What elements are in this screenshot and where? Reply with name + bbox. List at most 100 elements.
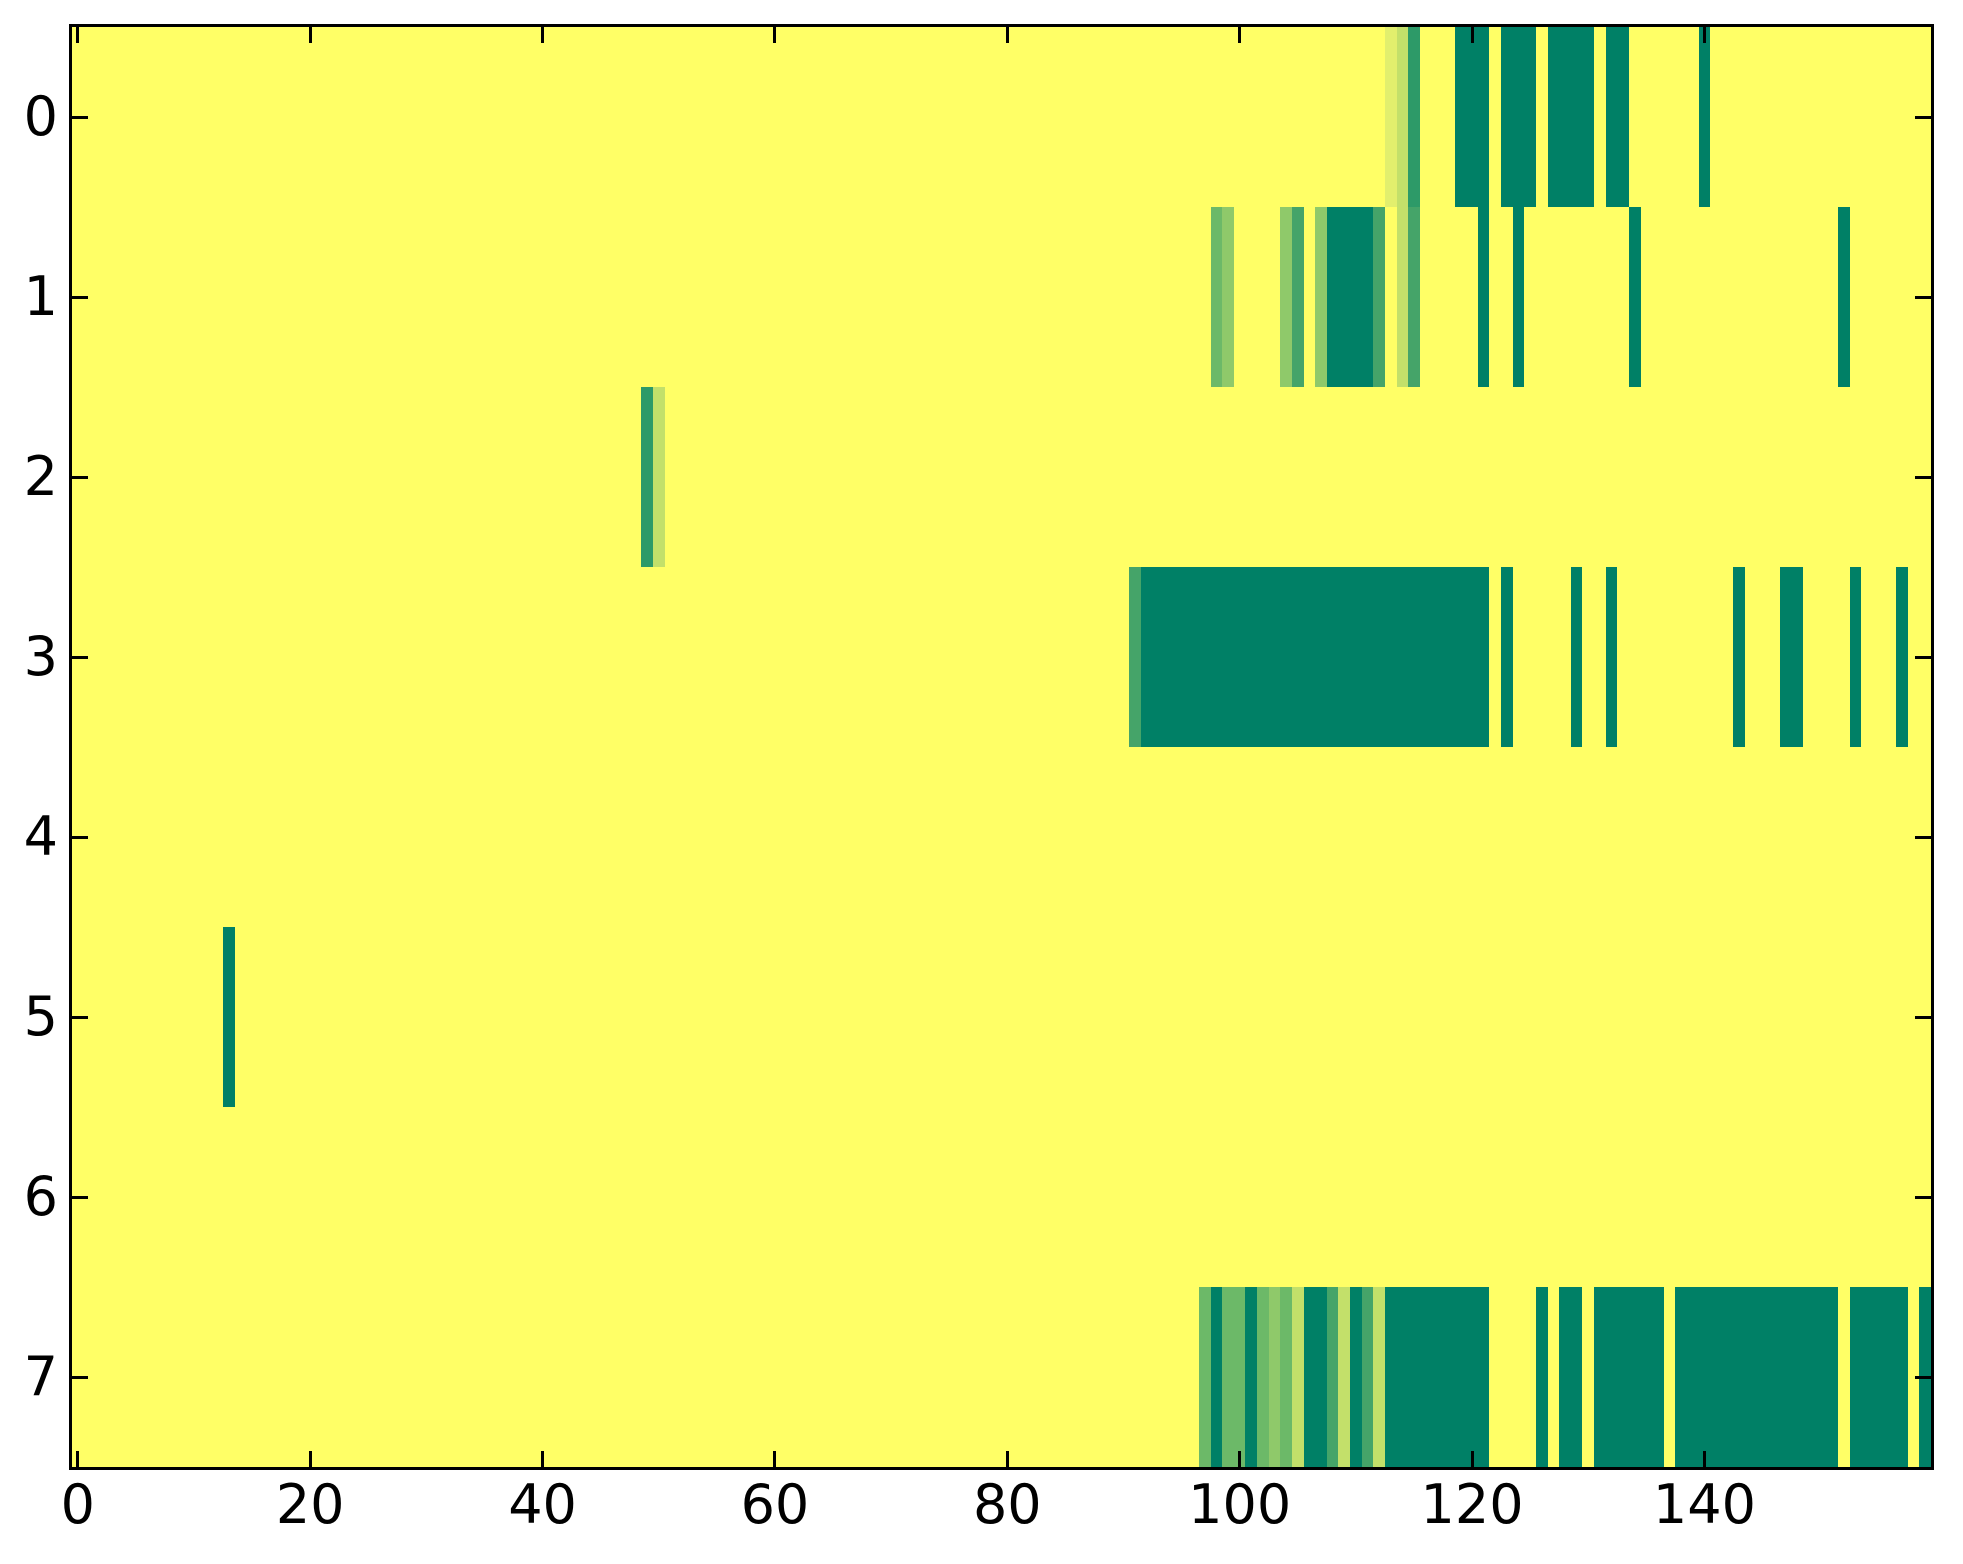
tick-mark xyxy=(1915,1195,1931,1199)
x-tick-label-140: 140 xyxy=(1652,1473,1756,1536)
tick-mark xyxy=(1915,115,1931,119)
heatmap-segment xyxy=(1594,1287,1664,1467)
tick-mark xyxy=(773,27,777,43)
heatmap-row-3 xyxy=(72,567,1931,747)
tick-mark xyxy=(1238,1451,1242,1467)
tick-mark xyxy=(76,1451,80,1467)
heatmap-row-6 xyxy=(72,1107,1931,1287)
heatmap-segment xyxy=(1779,567,1804,747)
tick-mark xyxy=(1915,655,1931,659)
heatmap-segment xyxy=(1570,567,1583,747)
heatmap-segment xyxy=(1698,27,1711,207)
y-tick-label-2: 2 xyxy=(23,445,58,508)
y-tick-label-0: 0 xyxy=(23,85,58,148)
tick-mark xyxy=(72,115,88,119)
tick-mark xyxy=(1005,1451,1009,1467)
heatmap-segment xyxy=(1350,1287,1362,1467)
heatmap-segment xyxy=(1210,1287,1223,1467)
tick-mark xyxy=(308,27,312,43)
tick-mark xyxy=(72,655,88,659)
heatmap-segment xyxy=(1245,1287,1258,1467)
heatmap-segment xyxy=(1849,567,1862,747)
heatmap-segment xyxy=(1199,1287,1211,1467)
x-tick-label-40: 40 xyxy=(508,1473,577,1536)
tick-mark xyxy=(541,1451,545,1467)
heatmap-segment xyxy=(1326,1287,1339,1467)
x-tick-label-80: 80 xyxy=(972,1473,1042,1536)
heatmap-segment xyxy=(1477,207,1490,387)
tick-mark xyxy=(72,295,88,299)
heatmap-segment xyxy=(1396,207,1409,387)
heatmap-segment xyxy=(1454,27,1490,207)
tick-mark xyxy=(72,475,88,479)
y-tick-label-5: 5 xyxy=(23,985,58,1048)
heatmap-segment xyxy=(1280,1287,1292,1467)
heatmap-row-2 xyxy=(72,387,1931,567)
heatmap-segment xyxy=(1373,1287,1385,1467)
heatmap-segment xyxy=(1384,1287,1490,1467)
heatmap-segment xyxy=(1268,1287,1281,1467)
tick-mark xyxy=(1915,1015,1931,1019)
tick-mark xyxy=(1702,27,1706,43)
heatmap-segment xyxy=(1396,27,1409,207)
tick-mark xyxy=(1238,27,1242,43)
x-tick-label-100: 100 xyxy=(1188,1473,1292,1536)
y-tick-label-6: 6 xyxy=(23,1165,58,1228)
heatmap-row-1 xyxy=(72,207,1931,387)
tick-mark xyxy=(1470,1451,1474,1467)
heatmap-segment xyxy=(1605,567,1618,747)
y-tick-label-4: 4 xyxy=(23,805,58,868)
plot-area xyxy=(72,27,1931,1467)
heatmap-segment xyxy=(1257,1287,1269,1467)
heatmap-segment xyxy=(1291,207,1304,387)
heatmap-segment xyxy=(1210,207,1223,387)
heatmap-segment xyxy=(1326,207,1374,387)
x-tick-label-60: 60 xyxy=(740,1473,810,1536)
heatmap-segment xyxy=(1501,27,1536,207)
heatmap-segment xyxy=(223,927,235,1107)
x-tick-label-0: 0 xyxy=(60,1473,95,1536)
heatmap-segment xyxy=(652,387,665,567)
tick-mark xyxy=(1005,27,1009,43)
tick-mark xyxy=(72,1195,88,1199)
heatmap-segment xyxy=(1408,27,1420,207)
tick-mark xyxy=(76,27,80,43)
heatmap-segment xyxy=(1535,1287,1548,1467)
heatmap-row-7 xyxy=(72,1287,1931,1467)
x-tick-label-20: 20 xyxy=(275,1473,345,1536)
heatmap-segment xyxy=(1408,207,1420,387)
tick-mark xyxy=(72,1375,88,1379)
heatmap-row-4 xyxy=(72,747,1931,927)
tick-mark xyxy=(1470,27,1474,43)
heatmap-segment xyxy=(1896,567,1908,747)
y-tick-label-1: 1 xyxy=(23,265,58,328)
y-tick-label-7: 7 xyxy=(23,1345,58,1408)
heatmap-segment xyxy=(1675,1287,1839,1467)
tick-mark xyxy=(1915,475,1931,479)
heatmap-row-5 xyxy=(72,927,1931,1107)
heatmap-segment xyxy=(1605,27,1629,207)
heatmap-segment xyxy=(1291,1287,1304,1467)
heatmap-segment xyxy=(1373,207,1385,387)
heatmap-segment xyxy=(1384,27,1397,207)
heatmap-row-0 xyxy=(72,27,1931,207)
heatmap-segment xyxy=(1628,207,1641,387)
heatmap-segment xyxy=(1315,207,1327,387)
heatmap-segment xyxy=(1838,207,1850,387)
tick-mark xyxy=(72,1015,88,1019)
heatmap-segment xyxy=(1280,207,1292,387)
heatmap-segment xyxy=(641,387,653,567)
heatmap-segment xyxy=(1129,567,1141,747)
heatmap-segment xyxy=(1512,207,1525,387)
tick-mark xyxy=(1702,1451,1706,1467)
x-tick-label-120: 120 xyxy=(1420,1473,1524,1536)
tick-mark xyxy=(541,27,545,43)
tick-mark xyxy=(308,1451,312,1467)
heatmap-segment xyxy=(1303,1287,1327,1467)
heatmap-segment xyxy=(1222,1287,1246,1467)
heatmap-segment xyxy=(1501,567,1513,747)
heatmap-segment xyxy=(1849,1287,1908,1467)
heatmap-segment xyxy=(1222,207,1234,387)
y-tick-label-3: 3 xyxy=(23,625,58,688)
